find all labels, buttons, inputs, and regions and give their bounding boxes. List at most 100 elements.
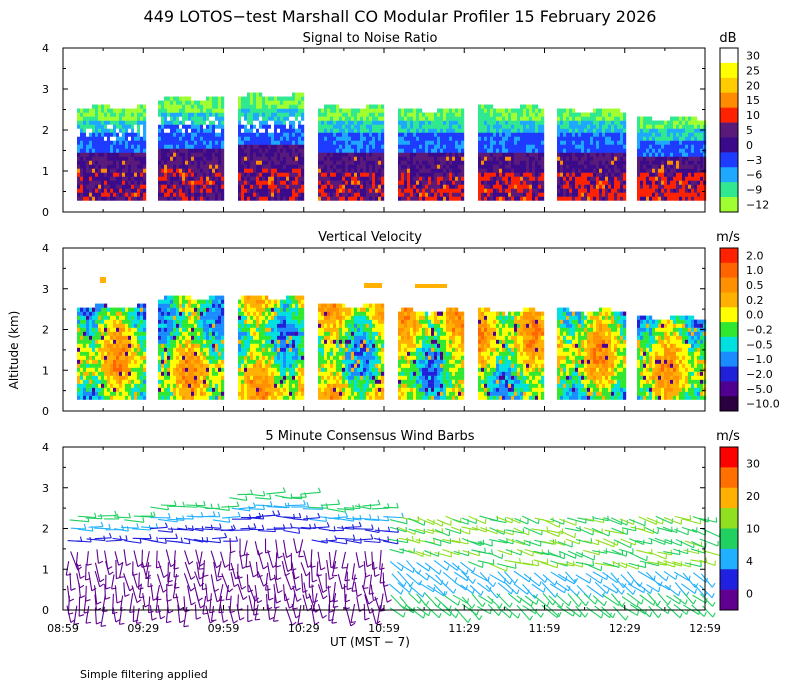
heatmap-cell: [455, 132, 459, 137]
heatmap-cell: [321, 156, 325, 161]
heatmap-cell: [119, 307, 123, 312]
heatmap-cell: [679, 184, 683, 189]
heatmap-cell: [422, 128, 426, 133]
heatmap-cell: [407, 176, 411, 181]
heatmap-cell: [218, 184, 222, 189]
heatmap-cell: [593, 108, 597, 113]
heatmap-cell: [602, 164, 606, 169]
heatmap-cell: [499, 148, 503, 153]
heatmap-cell: [221, 116, 225, 121]
heatmap-cell: [404, 116, 408, 121]
heatmap-cell: [590, 196, 594, 201]
heatmap-cell: [104, 371, 108, 376]
heatmap-cell: [410, 132, 414, 137]
heatmap-cell: [158, 387, 162, 392]
heatmap-cell: [170, 148, 174, 153]
heatmap-cell: [605, 156, 609, 161]
heatmap-cell: [209, 176, 213, 181]
heatmap-cell: [404, 108, 408, 113]
heatmap-cell: [92, 379, 96, 384]
heatmap-cell: [164, 112, 168, 117]
heatmap-cell: [605, 152, 609, 157]
heatmap-cell: [327, 148, 331, 153]
heatmap-cell: [167, 188, 171, 193]
heatmap-cell: [86, 112, 90, 117]
heatmap-cell: [241, 196, 245, 201]
heatmap-cell: [617, 160, 621, 165]
heatmap-cell: [116, 315, 120, 320]
heatmap-cell: [131, 120, 135, 125]
heatmap-cell: [176, 112, 180, 117]
heatmap-cell: [212, 124, 216, 129]
heatmap-cell: [333, 120, 337, 125]
heatmap-cell: [98, 112, 102, 117]
heatmap-cell: [104, 327, 108, 332]
heatmap-cell: [691, 180, 695, 185]
heatmap-cell: [611, 112, 615, 117]
heatmap-cell: [652, 148, 656, 153]
heatmap-cell: [119, 140, 123, 145]
heatmap-cell: [694, 116, 698, 121]
heatmap-cell: [682, 128, 686, 133]
heatmap-cell: [107, 367, 111, 372]
heatmap-cell: [461, 188, 465, 193]
heatmap-cell: [697, 160, 701, 165]
heatmap-cell: [541, 192, 545, 197]
heatmap-cell: [113, 160, 117, 165]
heatmap-cell: [125, 371, 129, 376]
heatmap-cell: [608, 156, 612, 161]
heatmap-cell: [104, 172, 108, 177]
heatmap-cell: [493, 136, 497, 141]
heatmap-cell: [440, 108, 444, 113]
heatmap-cell: [348, 176, 352, 181]
heatmap-cell: [676, 152, 680, 157]
heatmap-cell: [511, 188, 515, 193]
heatmap-cell: [637, 188, 641, 193]
heatmap-cell: [119, 152, 123, 157]
heatmap-cell: [452, 188, 456, 193]
heatmap-cell: [378, 148, 382, 153]
heatmap-cell: [360, 160, 364, 165]
heatmap-cell: [176, 156, 180, 161]
heatmap-cell: [404, 132, 408, 137]
heatmap-cell: [697, 140, 701, 145]
heatmap-cell: [333, 148, 337, 153]
heatmap-cell: [182, 176, 186, 181]
heatmap-cell: [161, 379, 165, 384]
heatmap-cell: [268, 188, 272, 193]
heatmap-cell: [298, 128, 302, 133]
heatmap-cell: [298, 176, 302, 181]
heatmap-cell: [215, 116, 219, 121]
heatmap-cell: [502, 196, 506, 201]
heatmap-cell: [274, 128, 278, 133]
heatmap-cell: [381, 112, 385, 117]
heatmap-cell: [700, 196, 704, 201]
heatmap-cell: [330, 156, 334, 161]
heatmap-cell: [289, 180, 293, 185]
heatmap-cell: [244, 112, 248, 117]
heatmap-cell: [95, 112, 99, 117]
heatmap-cell: [416, 164, 420, 169]
heatmap-cell: [676, 116, 680, 121]
heatmap-cell: [667, 164, 671, 169]
heatmap-cell: [637, 176, 641, 181]
heatmap-cell: [661, 132, 665, 137]
heatmap-cell: [535, 156, 539, 161]
heatmap-cell: [164, 367, 168, 372]
heatmap-cell: [83, 196, 87, 201]
heatmap-cell: [578, 132, 582, 137]
heatmap-cell: [113, 176, 117, 181]
heatmap-cell: [694, 192, 698, 197]
heatmap-cell: [336, 164, 340, 169]
heatmap-cell: [327, 132, 331, 137]
heatmap-cell: [176, 180, 180, 185]
heatmap-cell: [682, 140, 686, 145]
heatmap-cell: [499, 144, 503, 149]
heatmap-cell: [593, 192, 597, 197]
heatmap-cell: [215, 192, 219, 197]
heatmap-cell: [538, 192, 542, 197]
heatmap-cell: [259, 180, 263, 185]
heatmap-cell: [602, 188, 606, 193]
heatmap-cell: [526, 112, 530, 117]
heatmap-cell: [200, 152, 204, 157]
